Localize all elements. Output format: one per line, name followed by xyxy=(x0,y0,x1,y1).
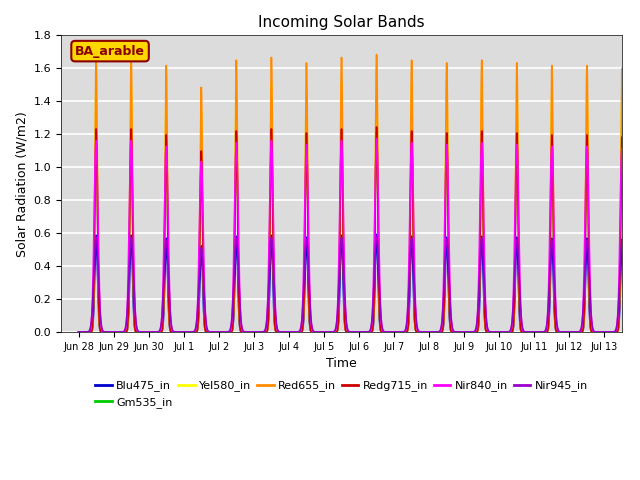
Redg715_in xyxy=(491,329,499,335)
Blu475_in xyxy=(75,329,83,335)
Gm535_in xyxy=(431,329,439,335)
Gm535_in xyxy=(407,175,415,180)
Nir945_in xyxy=(278,329,285,335)
Y-axis label: Solar Radiation (W/m2): Solar Radiation (W/m2) xyxy=(15,111,28,256)
Red655_in xyxy=(372,52,380,58)
Redg715_in xyxy=(75,329,83,335)
Nir945_in xyxy=(520,329,528,335)
Line: Gm535_in: Gm535_in xyxy=(79,113,639,332)
Red655_in xyxy=(636,329,640,335)
Redg715_in xyxy=(407,184,415,190)
Red655_in xyxy=(75,329,83,335)
Red655_in xyxy=(520,329,528,335)
Redg715_in xyxy=(431,329,439,335)
Legend: Blu475_in, Gm535_in, Yel580_in, Red655_in, Redg715_in, Nir840_in, Nir945_in: Blu475_in, Gm535_in, Yel580_in, Red655_i… xyxy=(90,376,593,412)
Title: Incoming Solar Bands: Incoming Solar Bands xyxy=(258,15,425,30)
Blu475_in xyxy=(372,232,380,238)
Nir840_in xyxy=(372,136,380,142)
Blu475_in xyxy=(636,329,640,335)
Nir840_in xyxy=(491,329,499,335)
Nir840_in xyxy=(520,329,528,335)
Redg715_in xyxy=(636,329,640,335)
Redg715_in xyxy=(103,329,111,335)
Yel580_in xyxy=(103,329,111,335)
Yel580_in xyxy=(636,329,640,335)
Yel580_in xyxy=(278,329,285,335)
Gm535_in xyxy=(103,329,111,335)
Redg715_in xyxy=(278,329,285,335)
Line: Nir840_in: Nir840_in xyxy=(79,139,639,332)
Red655_in xyxy=(491,329,499,335)
Red655_in xyxy=(103,329,111,335)
Blu475_in xyxy=(491,329,499,335)
Red655_in xyxy=(278,329,285,335)
Text: BA_arable: BA_arable xyxy=(75,45,145,58)
Nir840_in xyxy=(636,329,640,335)
Gm535_in xyxy=(278,329,285,335)
Nir840_in xyxy=(103,329,111,335)
Nir945_in xyxy=(407,245,415,251)
Line: Yel580_in: Yel580_in xyxy=(79,80,639,332)
Redg715_in xyxy=(372,124,380,130)
Blu475_in xyxy=(431,329,439,335)
Nir840_in xyxy=(278,329,285,335)
Line: Blu475_in: Blu475_in xyxy=(79,235,639,332)
Yel580_in xyxy=(372,77,380,83)
Nir945_in xyxy=(636,329,640,335)
Red655_in xyxy=(407,144,415,150)
Redg715_in xyxy=(520,329,528,335)
Line: Nir945_in: Nir945_in xyxy=(79,236,639,332)
Gm535_in xyxy=(520,329,528,335)
Nir945_in xyxy=(103,329,111,335)
Nir840_in xyxy=(407,167,415,173)
Nir840_in xyxy=(431,329,439,335)
Gm535_in xyxy=(491,329,499,335)
Yel580_in xyxy=(75,329,83,335)
Yel580_in xyxy=(491,329,499,335)
Line: Red655_in: Red655_in xyxy=(79,55,639,332)
Nir840_in xyxy=(75,329,83,335)
Gm535_in xyxy=(636,329,640,335)
Gm535_in xyxy=(75,329,83,335)
Yel580_in xyxy=(407,151,415,157)
Yel580_in xyxy=(431,329,439,335)
Nir945_in xyxy=(75,329,83,335)
Blu475_in xyxy=(103,329,111,335)
Nir945_in xyxy=(491,329,499,335)
Red655_in xyxy=(431,329,439,335)
Blu475_in xyxy=(407,258,415,264)
Nir945_in xyxy=(372,233,380,239)
X-axis label: Time: Time xyxy=(326,357,357,370)
Line: Redg715_in: Redg715_in xyxy=(79,127,639,332)
Gm535_in xyxy=(372,110,380,116)
Yel580_in xyxy=(520,329,528,335)
Blu475_in xyxy=(278,329,285,335)
Nir945_in xyxy=(431,329,439,335)
Blu475_in xyxy=(520,329,528,335)
